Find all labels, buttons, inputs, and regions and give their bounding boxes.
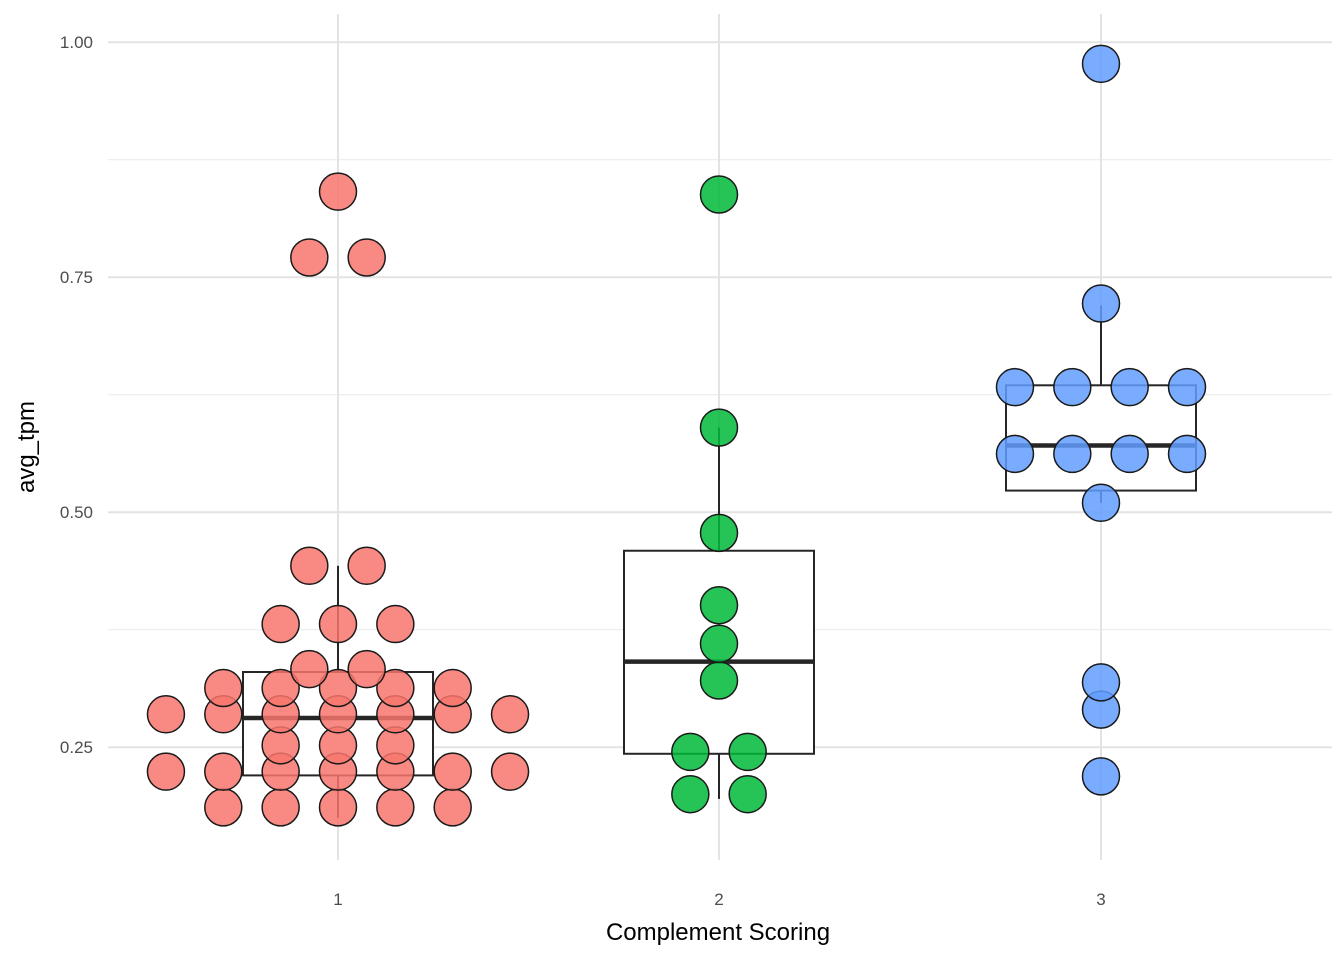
x-tick-labels: 1 2 3 <box>333 890 1105 909</box>
data-point-1 <box>146 695 186 734</box>
data-point-1 <box>347 546 386 586</box>
x-tick-label: 2 <box>714 890 723 909</box>
data-point-1 <box>261 604 300 644</box>
data-point-3 <box>1081 483 1121 523</box>
data-point-1 <box>290 649 329 689</box>
data-point-3 <box>1110 434 1149 474</box>
y-axis-title: avg_tpm <box>13 401 40 493</box>
data-point-1 <box>490 695 530 734</box>
data-point-2 <box>699 513 739 553</box>
data-point-1 <box>204 668 243 708</box>
y-tick-labels: 0.25 0.50 0.75 1.00 <box>60 33 93 757</box>
y-tick-label: 0.50 <box>60 503 93 522</box>
data-point-3 <box>1167 434 1207 474</box>
data-point-1 <box>261 668 300 708</box>
data-point-1 <box>433 668 472 708</box>
data-point-1 <box>376 604 415 644</box>
x-axis-title: Complement Scoring <box>606 919 830 946</box>
y-tick-label: 0.75 <box>60 268 93 287</box>
data-point-1 <box>290 238 329 277</box>
data-point-3 <box>1081 44 1121 84</box>
y-tick-label: 0.25 <box>60 738 93 757</box>
data-point-3 <box>1081 284 1121 323</box>
data-point-1 <box>318 668 358 708</box>
data-point-2 <box>728 732 767 772</box>
box <box>1005 384 1197 492</box>
x-tick-label: 3 <box>1096 890 1105 909</box>
data-point-1 <box>261 788 300 827</box>
data-point-2 <box>699 624 739 664</box>
data-point-2 <box>671 732 710 772</box>
data-point-1 <box>204 752 243 791</box>
data-point-1 <box>433 788 472 827</box>
data-point-3 <box>1053 367 1092 407</box>
x-tick-label: 1 <box>333 890 342 909</box>
data-point-3 <box>995 367 1035 407</box>
data-point-1 <box>490 752 530 791</box>
data-point-1 <box>318 172 358 211</box>
data-point-3 <box>995 434 1035 474</box>
data-point-1 <box>146 752 186 791</box>
data-point-3 <box>1053 434 1092 474</box>
data-point-3 <box>1081 757 1121 796</box>
data-point-1 <box>433 752 472 791</box>
data-point-2 <box>699 586 739 625</box>
y-tick-label: 1.00 <box>60 33 93 52</box>
data-point-1 <box>318 788 358 827</box>
data-point-1 <box>318 604 358 644</box>
data-point-2 <box>699 175 739 214</box>
boxplot-3 <box>1005 305 1197 503</box>
data-point-1 <box>376 788 415 827</box>
data-point-1 <box>376 668 415 708</box>
data-point-2 <box>699 661 739 700</box>
data-point-1 <box>290 546 329 586</box>
data-point-1 <box>347 238 386 277</box>
data-point-3 <box>1167 367 1207 407</box>
data-point-1 <box>347 649 386 689</box>
data-points <box>146 44 1207 827</box>
data-point-3 <box>1110 367 1149 407</box>
data-point-3 <box>1081 663 1121 702</box>
data-point-2 <box>728 774 767 814</box>
data-point-1 <box>204 788 243 827</box>
data-point-2 <box>671 774 710 814</box>
data-point-2 <box>699 408 739 447</box>
